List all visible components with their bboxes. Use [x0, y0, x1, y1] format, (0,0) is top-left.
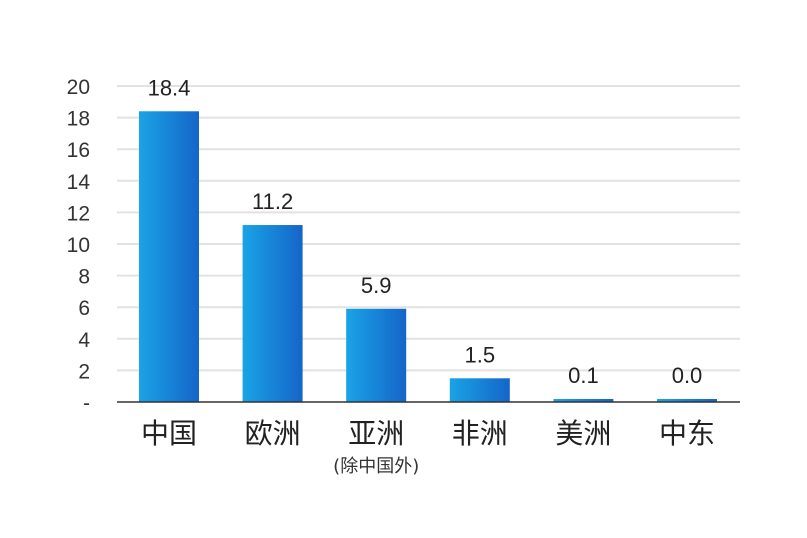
bar: [242, 225, 303, 402]
x-tick-label: 中国: [141, 417, 197, 450]
y-tick-label: 12: [67, 202, 90, 225]
x-tick-label: 美洲: [555, 417, 611, 450]
y-axis: - 2 4 6 8 10 12 14 16 18 20: [67, 76, 91, 415]
value-labels: 18.4 11.2 5.9 1.5 0.1 0.0: [148, 75, 703, 388]
gridlines: [117, 85, 740, 372]
data-label: 1.5: [465, 342, 496, 367]
data-label: 0.1: [568, 363, 599, 388]
bars: [139, 111, 717, 402]
y-tick-label: 20: [67, 76, 90, 99]
data-label: 11.2: [252, 189, 293, 214]
y-tick-label: 2: [78, 360, 90, 383]
y-tick-label: 8: [78, 266, 90, 289]
y-tick-label: 6: [78, 297, 90, 320]
x-axis-labels: 中国 欧洲 亚洲 (除中国外) 非洲 美洲 中东: [141, 417, 715, 477]
y-tick-label: 10: [67, 234, 90, 257]
y-tick-label: -: [83, 392, 90, 415]
x-tick-label: 亚洲: [348, 417, 404, 450]
data-label: 5.9: [361, 273, 392, 298]
y-tick-label: 14: [67, 171, 91, 194]
bar: [657, 399, 717, 402]
y-tick-label: 4: [78, 329, 90, 352]
x-tick-label: 非洲: [452, 417, 508, 450]
bar: [449, 378, 510, 402]
y-tick-label: 16: [67, 139, 90, 162]
x-tick-sublabel: (除中国外): [333, 456, 419, 477]
data-label: 0.0: [672, 363, 703, 388]
y-tick-label: 18: [67, 108, 90, 131]
x-tick-label: 欧洲: [245, 417, 301, 450]
data-label: 18.4: [148, 75, 191, 100]
bar: [139, 111, 199, 402]
bar: [346, 308, 407, 402]
bar: [553, 399, 614, 402]
x-tick-label: 中东: [659, 417, 715, 450]
